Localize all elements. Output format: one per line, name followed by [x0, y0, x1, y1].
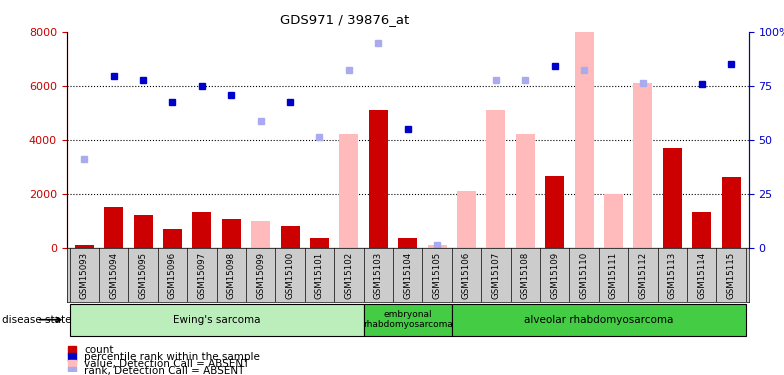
Text: GSM15100: GSM15100 — [285, 252, 295, 299]
Bar — [486, 110, 506, 248]
Text: GSM15101: GSM15101 — [315, 252, 324, 299]
Text: rank, Detection Call = ABSENT: rank, Detection Call = ABSENT — [84, 366, 245, 375]
Bar — [163, 229, 182, 248]
Text: GSM15109: GSM15109 — [550, 252, 559, 299]
Bar — [368, 110, 388, 248]
Text: Ewing's sarcoma: Ewing's sarcoma — [172, 315, 260, 325]
Text: GSM15103: GSM15103 — [374, 252, 383, 299]
Text: GSM15094: GSM15094 — [109, 252, 118, 299]
Text: embryonal
rhabdomyosarcoma: embryonal rhabdomyosarcoma — [363, 310, 452, 329]
FancyBboxPatch shape — [452, 304, 746, 336]
Bar — [192, 213, 212, 248]
Text: GSM15114: GSM15114 — [697, 252, 706, 299]
FancyBboxPatch shape — [70, 304, 364, 336]
Text: GSM15110: GSM15110 — [579, 252, 589, 299]
Bar — [545, 176, 564, 248]
Bar — [575, 32, 593, 248]
Text: GSM15108: GSM15108 — [521, 252, 530, 299]
Text: count: count — [84, 345, 114, 355]
Bar — [281, 226, 299, 248]
Text: GSM15099: GSM15099 — [256, 252, 265, 299]
Text: value, Detection Call = ABSENT: value, Detection Call = ABSENT — [84, 359, 249, 369]
Bar — [74, 245, 94, 248]
Bar — [251, 220, 270, 248]
Bar — [427, 245, 447, 248]
Bar — [133, 215, 153, 248]
Bar — [516, 134, 535, 248]
Text: percentile rank within the sample: percentile rank within the sample — [84, 352, 260, 362]
Bar — [604, 194, 623, 248]
Text: GSM15096: GSM15096 — [168, 252, 177, 299]
Bar — [310, 238, 329, 248]
Text: GSM15111: GSM15111 — [609, 252, 618, 299]
FancyBboxPatch shape — [364, 304, 452, 336]
Text: alveolar rhabdomyosarcoma: alveolar rhabdomyosarcoma — [524, 315, 673, 325]
Text: GSM15098: GSM15098 — [227, 252, 236, 299]
Bar — [222, 219, 241, 248]
Bar — [457, 191, 476, 248]
Bar — [633, 83, 652, 248]
Bar — [339, 134, 358, 248]
Bar — [398, 238, 417, 248]
Text: GSM15104: GSM15104 — [403, 252, 412, 299]
Text: GSM15107: GSM15107 — [492, 252, 500, 299]
Text: GDS971 / 39876_at: GDS971 / 39876_at — [281, 13, 409, 26]
Bar — [721, 177, 741, 248]
Bar — [662, 148, 682, 248]
Text: GSM15106: GSM15106 — [462, 252, 471, 299]
Text: GSM15112: GSM15112 — [638, 252, 648, 299]
Text: GSM15113: GSM15113 — [668, 252, 677, 299]
Text: GSM15097: GSM15097 — [198, 252, 206, 299]
Text: GSM15115: GSM15115 — [727, 252, 735, 299]
Bar — [104, 207, 123, 248]
Text: GSM15093: GSM15093 — [80, 252, 89, 299]
Text: GSM15105: GSM15105 — [433, 252, 441, 299]
Text: disease state: disease state — [2, 315, 72, 325]
Text: GSM15102: GSM15102 — [344, 252, 354, 299]
Bar — [692, 213, 711, 248]
Text: GSM15095: GSM15095 — [139, 252, 147, 299]
